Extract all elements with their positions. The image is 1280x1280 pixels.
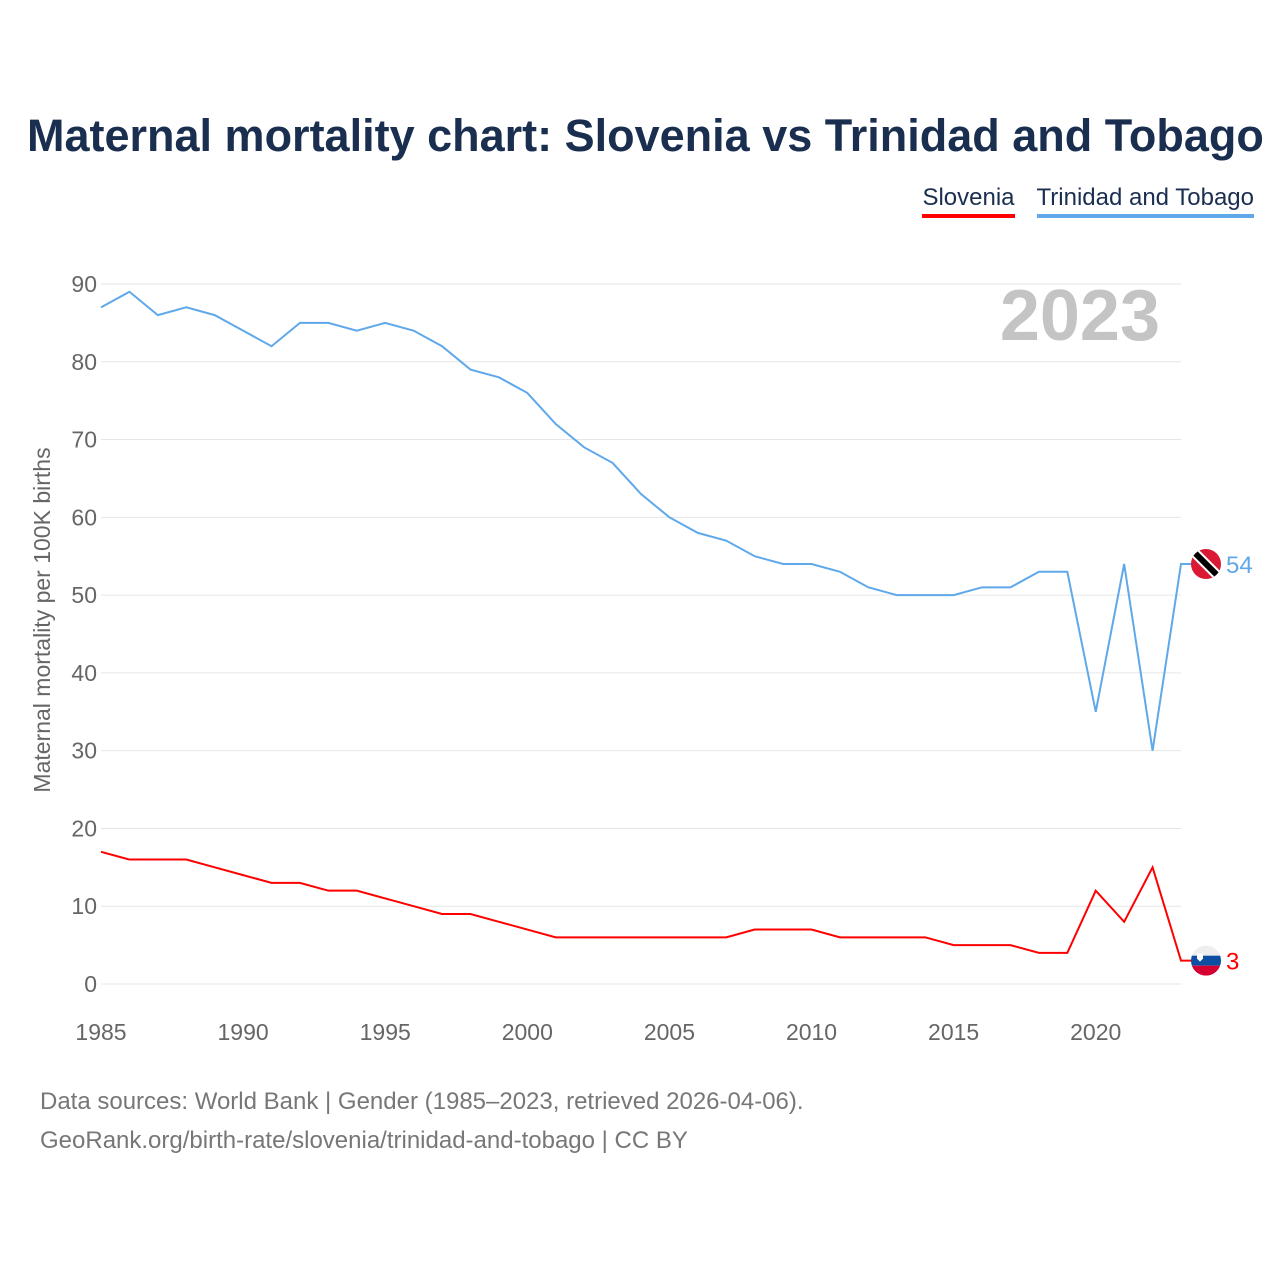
y-tick-label: 40: [71, 660, 97, 686]
x-tick-label: 2015: [928, 1019, 979, 1045]
x-tick-label: 2020: [1070, 1019, 1121, 1045]
slovenia-flag-icon: [1191, 945, 1221, 976]
y-tick-label: 60: [71, 504, 97, 530]
trinidad-flag-icon: [1191, 549, 1221, 579]
y-axis-label: Maternal mortality per 100K births: [29, 447, 55, 792]
year-watermark: 2023: [1000, 276, 1160, 356]
y-tick-label: 90: [71, 271, 97, 297]
series-line-slovenia: [100, 850, 1193, 962]
y-tick-label: 0: [84, 971, 97, 997]
legend-item-trinidad-and-tobago[interactable]: Trinidad and Tobago: [1036, 184, 1254, 218]
footer-source: Data sources: World Bank | Gender (1985–…: [40, 1088, 804, 1115]
y-tick-label: 50: [71, 582, 97, 608]
legend-item-slovenia[interactable]: Slovenia: [922, 184, 1015, 218]
series-line-trinidad-and-tobago: [100, 290, 1193, 751]
y-tick-label: 30: [71, 738, 97, 764]
x-tick-label: 1985: [75, 1019, 126, 1045]
x-tick-label: 2000: [502, 1019, 553, 1045]
y-tick-label: 70: [71, 427, 97, 453]
x-tick-label: 2010: [786, 1019, 837, 1045]
y-tick-label: 20: [71, 815, 97, 841]
end-value-label: 54: [1226, 552, 1253, 579]
x-tick-label: 1995: [360, 1019, 411, 1045]
footer-link[interactable]: GeoRank.org/birth-rate/slovenia/trinidad…: [40, 1127, 688, 1154]
y-tick-label: 80: [71, 349, 97, 375]
x-tick-label: 1990: [218, 1019, 269, 1045]
y-tick-label: 10: [71, 893, 97, 919]
end-value-label: 3: [1226, 949, 1239, 976]
x-tick-label: 2005: [644, 1019, 695, 1045]
chart-title: Maternal mortality chart: Slovenia vs Tr…: [27, 110, 1264, 161]
legend: Slovenia Trinidad and Tobago: [922, 184, 1254, 218]
